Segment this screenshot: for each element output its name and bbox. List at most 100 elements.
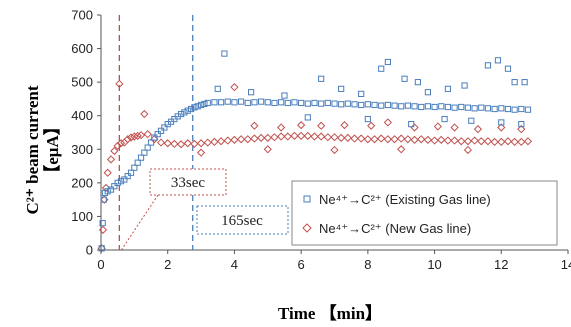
data-point-existing-gas-line xyxy=(184,107,191,114)
data-point-new-gas-line xyxy=(170,139,179,149)
data-point-new-gas-line xyxy=(433,122,443,131)
legend-box xyxy=(291,180,558,246)
data-point-existing-gas-line xyxy=(221,50,228,57)
data-point-new-gas-line xyxy=(110,146,119,156)
data-point-new-gas-line xyxy=(163,139,172,148)
data-point-existing-gas-line xyxy=(134,159,141,166)
data-point-new-gas-line xyxy=(136,131,146,140)
data-point-new-gas-line xyxy=(176,140,186,149)
data-point-new-gas-line xyxy=(457,137,466,146)
data-point-existing-gas-line xyxy=(338,101,345,108)
data-point-existing-gas-line xyxy=(214,85,221,92)
data-point-new-gas-line xyxy=(383,135,392,144)
y-tick-label: 700 xyxy=(71,8,93,23)
data-point-existing-gas-line xyxy=(278,99,285,106)
legend-marker-diamond xyxy=(302,223,312,233)
data-point-existing-gas-line xyxy=(484,62,492,69)
data-point-existing-gas-line xyxy=(521,79,528,86)
data-point-existing-gas-line xyxy=(99,220,106,227)
data-point-existing-gas-line xyxy=(264,99,271,106)
y-axis-title-line1: C²⁺ beam current xyxy=(23,85,42,214)
data-point-new-gas-line xyxy=(250,134,259,143)
data-point-existing-gas-line xyxy=(304,100,311,107)
data-point-existing-gas-line xyxy=(271,99,278,107)
data-point-existing-gas-line xyxy=(411,103,418,110)
data-point-new-gas-line xyxy=(340,121,349,130)
data-point-new-gas-line xyxy=(350,134,359,143)
data-point-new-gas-line xyxy=(270,133,279,142)
x-tick-label: 4 xyxy=(231,257,238,272)
callout-box-33sec xyxy=(149,168,227,196)
data-point-new-gas-line xyxy=(450,136,459,145)
data-point-new-gas-line xyxy=(357,134,366,143)
data-point-existing-gas-line xyxy=(177,110,185,118)
data-point-new-gas-line xyxy=(143,130,152,139)
data-point-existing-gas-line xyxy=(204,99,211,107)
data-point-new-gas-line xyxy=(303,131,312,140)
data-point-new-gas-line xyxy=(190,139,199,149)
data-point-existing-gas-line xyxy=(524,106,532,113)
data-point-new-gas-line xyxy=(510,137,519,147)
data-point-new-gas-line xyxy=(483,137,493,146)
data-point-existing-gas-line xyxy=(444,103,452,111)
data-point-existing-gas-line xyxy=(384,101,391,109)
data-point-new-gas-line xyxy=(210,137,219,147)
data-point-existing-gas-line xyxy=(107,186,115,193)
data-point-new-gas-line xyxy=(123,135,132,144)
y-tick-label: 600 xyxy=(71,41,93,56)
data-point-existing-gas-line xyxy=(318,100,325,107)
data-point-new-gas-line xyxy=(417,135,426,144)
data-point-existing-gas-line xyxy=(137,154,145,161)
data-point-existing-gas-line xyxy=(304,114,311,121)
y-axis-title-line2: 【eμA】 xyxy=(42,118,62,181)
data-point-existing-gas-line xyxy=(291,99,298,106)
data-point-new-gas-line xyxy=(297,131,306,140)
data-point-new-gas-line xyxy=(397,145,406,154)
data-point-new-gas-line xyxy=(343,133,352,142)
data-point-existing-gas-line xyxy=(471,105,478,112)
data-point-existing-gas-line xyxy=(441,115,448,123)
data-point-existing-gas-line xyxy=(121,176,128,183)
data-point-new-gas-line xyxy=(403,135,412,144)
data-point-existing-gas-line xyxy=(511,79,518,86)
data-point-existing-gas-line xyxy=(458,103,465,111)
data-point-existing-gas-line xyxy=(484,105,492,112)
x-tick-label: 10 xyxy=(427,257,441,272)
data-point-existing-gas-line xyxy=(401,75,408,82)
x-tick-label: 14 xyxy=(561,257,571,272)
data-point-new-gas-line xyxy=(397,134,406,143)
data-point-existing-gas-line xyxy=(124,173,131,180)
data-point-existing-gas-line xyxy=(338,85,345,92)
data-point-existing-gas-line xyxy=(358,101,365,109)
data-point-existing-gas-line xyxy=(364,115,371,123)
data-point-existing-gas-line xyxy=(364,101,371,108)
data-point-existing-gas-line xyxy=(378,102,385,109)
data-point-existing-gas-line xyxy=(378,65,385,72)
data-point-existing-gas-line xyxy=(117,178,125,185)
data-point-existing-gas-line xyxy=(491,105,498,113)
data-point-existing-gas-line xyxy=(464,104,472,111)
y-tick-label: 400 xyxy=(71,108,93,123)
data-point-new-gas-line xyxy=(277,123,286,132)
callout-pointer-33sec xyxy=(120,194,159,251)
legend-label: Ne⁴⁺→C²⁺ (Existing Gas line) xyxy=(319,192,491,207)
legend: Ne⁴⁺→C²⁺ (Existing Gas line) Ne⁴⁺→C²⁺ (Ne… xyxy=(291,180,558,246)
data-point-existing-gas-line xyxy=(331,100,338,107)
data-point-existing-gas-line xyxy=(161,124,168,131)
data-point-new-gas-line xyxy=(317,121,326,130)
data-point-existing-gas-line xyxy=(248,89,255,96)
data-point-new-gas-line xyxy=(463,137,473,146)
data-point-existing-gas-line xyxy=(391,102,398,109)
data-point-existing-gas-line xyxy=(244,99,251,107)
data-point-existing-gas-line xyxy=(351,101,358,108)
data-point-existing-gas-line xyxy=(127,169,135,176)
data-point-new-gas-line xyxy=(230,83,239,92)
data-point-existing-gas-line xyxy=(511,106,518,113)
y-axis-title: C²⁺ beam current 【eμA】 xyxy=(23,85,62,214)
callout-label-165sec: 165sec xyxy=(221,213,263,229)
data-point-existing-gas-line xyxy=(358,90,365,97)
data-point-new-gas-line xyxy=(116,139,126,148)
data-point-new-gas-line xyxy=(263,133,272,142)
